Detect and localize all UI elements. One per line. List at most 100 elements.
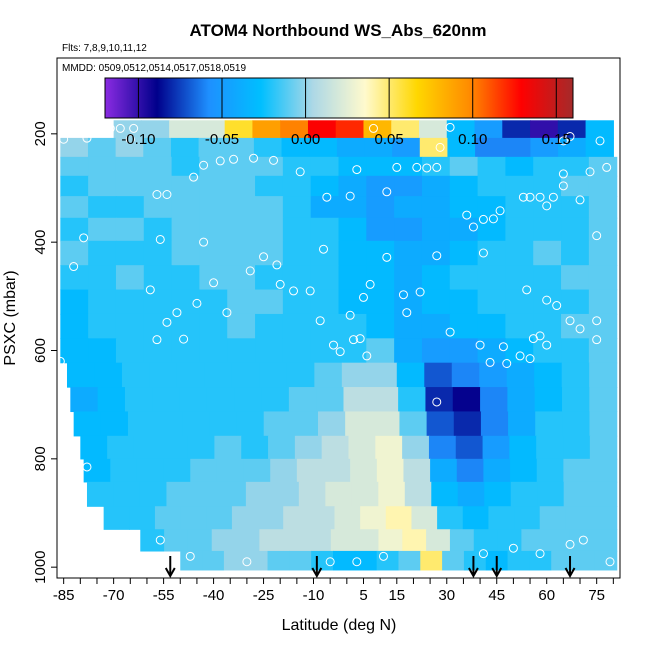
heatmap-cell	[202, 550, 225, 571]
heatmap-cell	[411, 506, 438, 530]
heatmap-cell	[100, 411, 129, 437]
heatmap-cell	[420, 550, 443, 571]
sample-marker	[535, 192, 545, 202]
heatmap-cell	[424, 362, 453, 388]
heatmap-cell	[446, 120, 476, 139]
heatmap-cell	[73, 411, 102, 437]
heatmap-cell	[171, 240, 201, 266]
sample-marker	[432, 251, 442, 261]
heatmap-cell	[199, 156, 228, 177]
heatmap-cell	[211, 529, 237, 552]
heatmap-cell	[263, 411, 292, 437]
heatmap-cell	[129, 506, 156, 530]
sample-marker	[378, 551, 388, 561]
heatmap-cell	[530, 137, 559, 158]
heatmap-cell	[294, 435, 323, 460]
sample-markers	[55, 122, 615, 567]
x-tick-label: 5	[359, 587, 367, 604]
sample-marker	[289, 286, 299, 296]
heatmap-cell	[561, 156, 590, 177]
heatmap-cell	[533, 156, 562, 177]
heatmap-cell	[255, 175, 284, 197]
sample-marker	[229, 154, 239, 164]
heatmap-cell	[502, 120, 531, 139]
y-tick-label: 800	[32, 446, 49, 471]
sample-marker	[565, 316, 575, 326]
heatmap-cell	[391, 120, 420, 139]
heatmap-cell	[533, 175, 562, 197]
heatmap-cell	[227, 289, 256, 315]
heatmap-cell	[426, 411, 455, 437]
heatmap-cell	[259, 529, 284, 552]
heatmap-cell	[115, 265, 145, 291]
heatmap-cell	[204, 362, 233, 388]
heatmap-cell	[394, 289, 423, 315]
sample-marker	[55, 356, 65, 366]
sample-marker	[145, 285, 155, 295]
heatmap-cell	[243, 458, 271, 483]
x-tick-label: 30	[438, 587, 455, 604]
heatmap-cell	[235, 529, 260, 552]
sample-marker	[412, 162, 422, 172]
heatmap-cell	[585, 137, 614, 158]
sample-marker	[535, 549, 545, 559]
heatmap-cell	[288, 387, 317, 413]
sample-marker	[82, 462, 92, 472]
heatmap-cell	[94, 362, 123, 388]
heatmap-cell	[551, 550, 574, 571]
heatmap-cell	[366, 217, 395, 242]
heatmap-cell	[310, 175, 340, 197]
flights-label: Flts: 7,8,9,10,11,12	[62, 43, 147, 54]
heatmap-cell	[338, 196, 367, 219]
heatmap-cell	[533, 338, 562, 364]
heatmap-cell	[421, 313, 451, 339]
sample-marker	[558, 136, 568, 146]
heatmap-cell	[152, 387, 181, 413]
sample-marker	[518, 192, 528, 202]
colorbar-tick-label: 0.05	[375, 131, 404, 148]
heatmap-cell	[376, 550, 400, 571]
heatmap-cell	[505, 240, 534, 266]
heatmap-cell	[421, 175, 451, 197]
sample-marker	[209, 278, 219, 288]
heatmap-cell	[199, 265, 228, 291]
heatmap-cell	[421, 156, 451, 177]
sample-marker	[445, 122, 455, 132]
heatmap-cell	[482, 435, 510, 460]
heatmap-cell	[561, 196, 590, 219]
heatmap-cell	[259, 362, 288, 388]
heatmap-cell	[457, 481, 485, 507]
sample-marker	[478, 549, 488, 559]
sample-marker	[345, 191, 355, 201]
sample-marker	[422, 163, 432, 173]
heatmap-cell	[314, 362, 343, 388]
heatmap-cell	[421, 289, 451, 315]
heatmap-cell	[507, 550, 530, 571]
heatmap-cell	[282, 175, 312, 197]
heatmap-cell	[477, 175, 507, 197]
heatmap-cell	[505, 338, 534, 364]
heatmap-cell	[261, 387, 290, 413]
heatmap-cell	[533, 265, 562, 291]
sample-marker	[105, 123, 115, 133]
sample-marker	[199, 237, 209, 247]
sample-marker	[432, 162, 442, 172]
sample-marker	[59, 134, 69, 144]
heatmap-cell	[103, 506, 130, 530]
colorbar-tick-label: 0.00	[291, 131, 320, 148]
heatmap-cell	[348, 435, 376, 460]
heatmap-cell	[338, 217, 367, 242]
x-tick-label: 15	[388, 587, 405, 604]
heatmap-cell	[375, 435, 403, 460]
heatmap-cell	[289, 550, 312, 571]
heatmap-cell	[171, 175, 201, 197]
sample-marker	[172, 308, 182, 318]
sample-marker	[275, 279, 285, 289]
heatmap-cell	[253, 137, 283, 158]
heatmap-cell	[97, 387, 126, 413]
heatmap-cell	[449, 217, 479, 242]
sample-marker	[475, 340, 485, 350]
y-tick-label: 1000	[32, 550, 49, 583]
heatmap-cell	[241, 435, 269, 460]
